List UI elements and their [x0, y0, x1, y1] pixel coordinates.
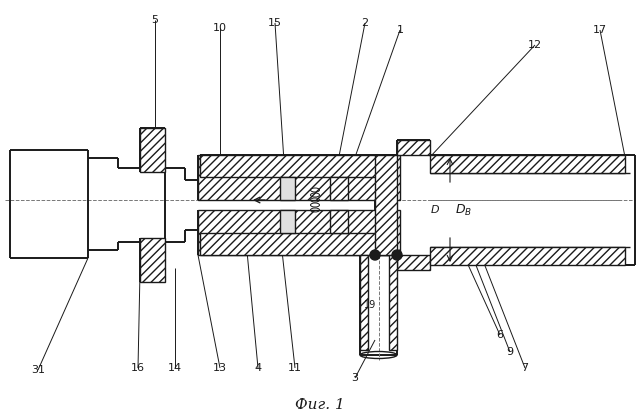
Text: 16: 16 — [131, 363, 145, 373]
Text: D: D — [431, 205, 439, 215]
Bar — [280, 210, 295, 233]
Bar — [375, 155, 397, 255]
Bar — [430, 247, 625, 265]
Bar — [198, 210, 400, 255]
Text: 14: 14 — [168, 363, 182, 373]
Bar — [397, 140, 430, 155]
Text: 5: 5 — [152, 15, 159, 25]
Text: 19: 19 — [364, 300, 376, 310]
Bar — [198, 155, 400, 200]
Bar — [430, 155, 625, 173]
Text: 4: 4 — [255, 363, 262, 373]
Circle shape — [370, 250, 380, 260]
Bar — [140, 128, 165, 172]
Bar — [200, 233, 395, 255]
Bar — [397, 255, 430, 270]
Text: 17: 17 — [593, 25, 607, 35]
Text: 2: 2 — [362, 18, 369, 28]
Text: 13: 13 — [213, 363, 227, 373]
Text: 1: 1 — [397, 25, 403, 35]
Bar — [330, 210, 348, 233]
Text: 12: 12 — [528, 40, 542, 50]
Bar — [200, 155, 395, 177]
Text: 15: 15 — [268, 18, 282, 28]
Text: 9: 9 — [506, 347, 513, 357]
Bar — [389, 255, 397, 350]
Bar — [140, 238, 165, 282]
Text: Фиг. 1: Фиг. 1 — [295, 398, 345, 412]
Bar — [330, 177, 348, 200]
Text: 31: 31 — [31, 365, 45, 375]
Bar — [280, 177, 295, 200]
Bar — [360, 255, 368, 350]
Text: 3: 3 — [351, 373, 358, 383]
Text: 11: 11 — [288, 363, 302, 373]
Text: 6: 6 — [497, 330, 504, 340]
Text: 7: 7 — [522, 363, 529, 373]
Text: 10: 10 — [213, 23, 227, 33]
Circle shape — [392, 250, 402, 260]
Text: $D_B$: $D_B$ — [455, 202, 472, 217]
